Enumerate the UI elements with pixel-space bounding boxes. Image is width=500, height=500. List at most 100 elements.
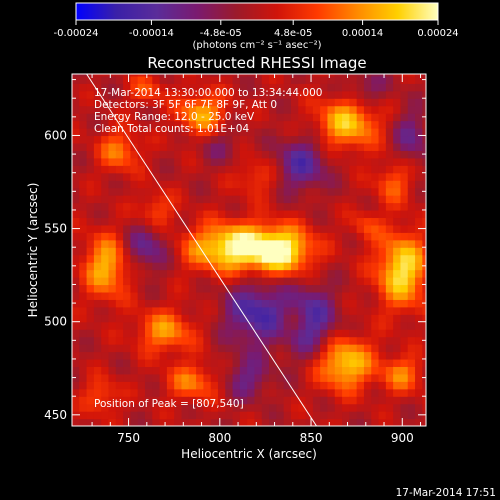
heatmap-cell [144, 321, 153, 330]
heatmap-cell [225, 269, 234, 278]
heatmap-cell [378, 418, 387, 426]
heatmap-cell [210, 403, 219, 412]
heatmap-cell [79, 373, 88, 382]
heatmap-cell [261, 74, 270, 77]
heatmap-cell [349, 135, 358, 144]
heatmap-cell [174, 344, 183, 353]
heatmap-cell [356, 180, 365, 189]
heatmap-cell [320, 195, 329, 204]
heatmap-cell [188, 224, 197, 233]
heatmap-cell [225, 321, 234, 330]
heatmap-cell [203, 120, 212, 129]
heatmap-cell [93, 120, 102, 129]
heatmap-cell [166, 195, 175, 204]
heatmap-cell [123, 418, 131, 426]
heatmap-cell [327, 157, 336, 166]
heatmap-cell [407, 180, 416, 189]
heatmap-cell [312, 150, 321, 159]
heatmap-cell [283, 142, 292, 151]
heatmap-cell [152, 247, 161, 256]
heatmap-cell [349, 373, 358, 382]
y-tick-label: 500 [44, 315, 67, 329]
heatmap-cell [356, 83, 365, 92]
heatmap-cell [371, 247, 380, 256]
heatmap-cell [261, 329, 270, 338]
heatmap-cell [232, 113, 241, 122]
heatmap-cell [101, 403, 110, 412]
heatmap-cell [123, 195, 131, 204]
heatmap-cell [144, 254, 153, 263]
heatmap-cell [79, 224, 88, 233]
heatmap-cell [166, 344, 175, 353]
heatmap-cell [349, 83, 358, 92]
heatmap-cell [407, 202, 416, 211]
heatmap-cell [415, 388, 423, 397]
heatmap-cell [115, 373, 124, 382]
heatmap-cell [93, 247, 102, 256]
heatmap-cell [415, 142, 423, 151]
heatmap-cell [254, 321, 263, 330]
heatmap-cell [407, 187, 416, 196]
heatmap-cell [422, 172, 426, 181]
heatmap-cell [400, 105, 409, 114]
heatmap-cell [356, 195, 365, 204]
heatmap-cell [283, 74, 292, 77]
heatmap-cell [239, 217, 248, 226]
heatmap-cell [72, 83, 80, 92]
heatmap-cell [298, 98, 307, 107]
heatmap-cell [407, 209, 416, 219]
heatmap-cell [385, 90, 394, 99]
heatmap-cell [101, 254, 110, 263]
heatmap-cell [93, 90, 102, 99]
heatmap-cell [385, 187, 394, 196]
heatmap-cell [152, 299, 161, 308]
heatmap-cell [86, 90, 95, 99]
heatmap-cell [393, 388, 402, 397]
heatmap-cell [130, 284, 139, 293]
heatmap-cell [86, 418, 95, 426]
heatmap-cell [342, 90, 350, 99]
heatmap-cell [239, 418, 248, 426]
heatmap-cell [137, 321, 146, 330]
heatmap-cell [247, 195, 256, 204]
heatmap-cell [407, 217, 416, 226]
heatmap-cell [188, 306, 197, 315]
heatmap-cell [422, 98, 426, 107]
heatmap-cell [144, 314, 153, 323]
heatmap-cell [349, 396, 358, 405]
heatmap-cell [203, 247, 212, 256]
heatmap-cell [371, 180, 380, 189]
heatmap-cell [166, 120, 175, 129]
heatmap-cell [385, 351, 394, 360]
heatmap-cell [159, 277, 168, 286]
heatmap-cell [144, 381, 153, 390]
heatmap-cell [276, 314, 285, 323]
heatmap-cell [225, 247, 234, 256]
heatmap-cell [312, 314, 321, 323]
heatmap-cell [269, 224, 277, 233]
heatmap-cell [101, 277, 110, 286]
heatmap-cell [247, 172, 256, 181]
heatmap-cell [123, 187, 131, 196]
heatmap-cell [217, 247, 226, 256]
heatmap-cell [108, 74, 117, 77]
heatmap-cell [144, 224, 153, 233]
heatmap-cell [385, 74, 394, 77]
heatmap-cell [174, 142, 183, 151]
heatmap-cell [210, 217, 219, 226]
heatmap-cell [152, 232, 161, 241]
heatmap-cell [137, 150, 146, 159]
heatmap-cell [86, 157, 95, 166]
heatmap-cell [276, 180, 285, 189]
y-axis-label: Heliocentric Y (arcsec) [26, 183, 40, 318]
heatmap-cell [261, 284, 270, 293]
heatmap-cell [290, 329, 299, 338]
heatmap-cell [349, 157, 358, 166]
heatmap-cell [276, 113, 285, 122]
heatmap-cell [152, 321, 161, 330]
heatmap-cell [225, 90, 234, 99]
heatmap-cell [269, 142, 277, 151]
heatmap-cell [378, 321, 387, 330]
heatmap-cell [166, 83, 175, 92]
heatmap-cell [283, 83, 292, 92]
